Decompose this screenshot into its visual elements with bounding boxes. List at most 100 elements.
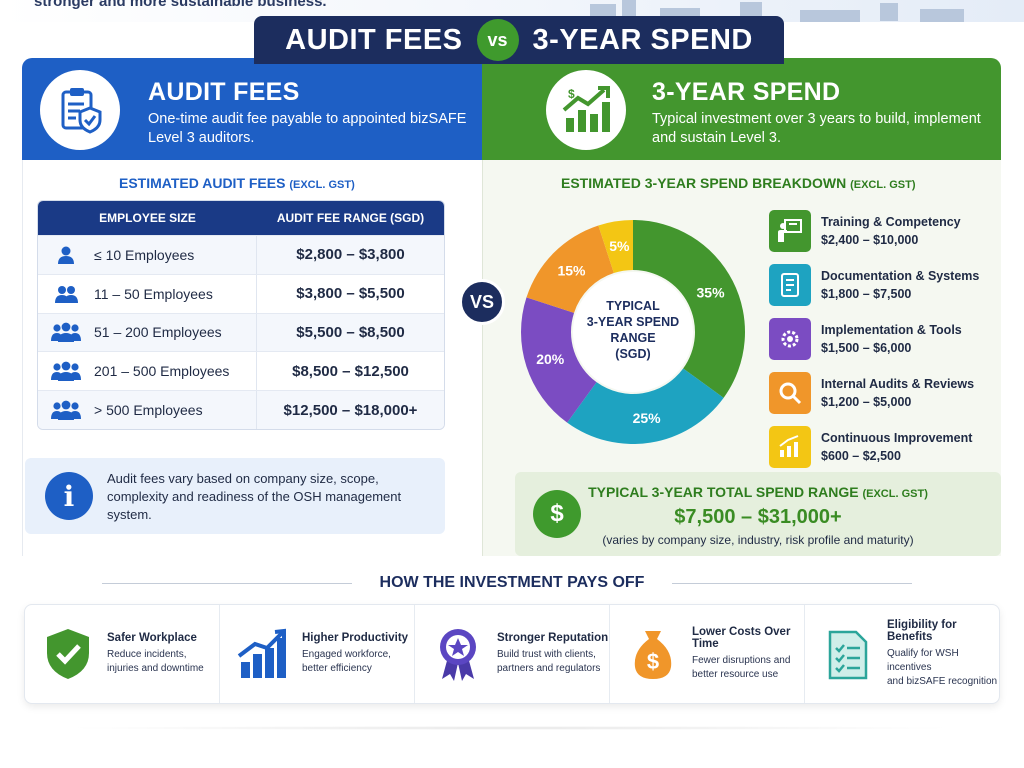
- audit-fees-panel: ESTIMATED AUDIT FEES (EXCL. GST) EMPLOYE…: [22, 160, 482, 556]
- total-spend-excl: (EXCL. GST): [862, 488, 928, 500]
- payoff-item-desc-line: partners and regulators: [497, 663, 601, 674]
- donut-slice: [521, 297, 597, 423]
- employee-size-cell: ≤ 10 Employees: [38, 236, 257, 274]
- payoff-item-desc: Engaged workforce, better efficiency: [302, 648, 408, 676]
- employee-size-text: ≤ 10 Employees: [94, 246, 195, 263]
- spend-section-excl: (EXCL. GST): [850, 179, 916, 191]
- payoff-item-desc-line: and bizSAFE recognition: [887, 676, 998, 687]
- audit-fees-heading: AUDIT FEES: [148, 78, 300, 106]
- column-header-fee-range: AUDIT FEE RANGE (SGD): [276, 211, 425, 225]
- donut-slice-label: 25%: [633, 410, 662, 426]
- legend-category: Documentation & Systems: [821, 269, 980, 283]
- magnifier-icon: [769, 372, 811, 414]
- legend-text: Training & Competency $2,400 – $10,000: [821, 213, 961, 249]
- payoff-item-desc-line: Build trust with clients,: [497, 649, 596, 660]
- legend-text: Implementation & Tools $1,500 – $6,000: [821, 321, 962, 357]
- payoff-text: Lower Costs Over Time Fewer disruptions a…: [692, 626, 804, 682]
- skyline-building: [920, 9, 964, 22]
- person-icon: [38, 245, 94, 265]
- donut-slice-label: 35%: [697, 285, 726, 301]
- payoff-item-title: Eligibility for Benefits: [887, 619, 957, 643]
- svg-text:$: $: [647, 649, 659, 674]
- fee-range-cell: $3,800 – $5,500: [296, 285, 405, 303]
- skyline-building: [880, 3, 898, 21]
- total-spend-box: $ TYPICAL 3-YEAR TOTAL SPEND RANGE (EXCL…: [515, 472, 1001, 556]
- legend-category: Training & Competency: [821, 215, 961, 229]
- fee-range-cell: $12,500 – $18,000+: [283, 401, 418, 419]
- payoff-item-desc-line: better efficiency: [302, 663, 372, 674]
- payoff-item-desc-line: better resource use: [692, 669, 779, 680]
- shield-check-icon: [41, 627, 95, 681]
- payoff-item: Higher Productivity Engaged workforce, bet…: [220, 605, 415, 703]
- donut-slice: [633, 220, 745, 398]
- payoff-item-desc-line: Fewer disruptions and: [692, 655, 791, 666]
- title-right: 3-YEAR SPEND: [532, 23, 753, 56]
- spend-heading: 3-YEAR SPEND: [652, 78, 841, 106]
- spend-donut-chart: 35% 25% 20% 15% 5% TYPICAL 3-YEAR SPEND RANGE (S…: [521, 220, 745, 444]
- info-icon: i: [45, 472, 93, 520]
- donut-center: [573, 272, 693, 392]
- total-spend-title-text: TYPICAL 3-YEAR TOTAL SPEND RANGE: [588, 484, 859, 500]
- legend-text: Internal Audits & Reviews $1,200 – $5,000: [821, 375, 974, 411]
- money-bag-icon: $: [533, 490, 581, 538]
- legend-range: $1,500 – $6,000: [821, 341, 912, 355]
- group-icon: [38, 399, 94, 421]
- legend-category: Continuous Improvement: [821, 431, 973, 445]
- svg-text:$: $: [568, 87, 575, 101]
- divider-line: [672, 583, 912, 584]
- donut-slice-label: 20%: [536, 351, 565, 367]
- comparison-title-bar: AUDIT FEES vs 3-YEAR SPEND: [254, 16, 784, 64]
- three-year-spend-header: $ 3-YEAR SPEND Typical investment over 3…: [482, 58, 1001, 160]
- group-icon: [38, 360, 94, 382]
- employee-size-cell: 51 – 200 Employees: [38, 313, 257, 352]
- money-bag-icon: $: [626, 627, 680, 681]
- legend-item: Training & Competency $2,400 – $10,000: [769, 204, 989, 258]
- document-icon: [769, 264, 811, 306]
- employee-size-cell: 201 – 500 Employees: [38, 352, 257, 391]
- payoff-text: Stronger Reputation Build trust with clie…: [497, 632, 608, 676]
- legend-range: $1,800 – $7,500: [821, 287, 912, 301]
- payoff-item-title: Lower Costs Over Time: [692, 626, 791, 650]
- total-spend-value: $7,500 – $31,000+: [674, 506, 842, 528]
- table-row: > 500 Employees $12,500 – $18,000+: [38, 390, 444, 429]
- legend-item: Implementation & Tools $1,500 – $6,000: [769, 312, 989, 366]
- employee-size-text: 11 – 50 Employees: [94, 285, 213, 302]
- total-spend-note: (varies by company size, industry, risk …: [602, 533, 914, 547]
- legend-category: Implementation & Tools: [821, 323, 962, 337]
- table-row: ≤ 10 Employees $2,800 – $3,800: [38, 235, 444, 274]
- payoff-item-desc-line: injuries and downtime: [107, 663, 204, 674]
- legend-range: $1,200 – $5,000: [821, 395, 912, 409]
- table-header: EMPLOYEE SIZE AUDIT FEE RANGE (SGD): [38, 201, 444, 235]
- legend-range: $2,400 – $10,000: [821, 233, 919, 247]
- employee-size-cell: > 500 Employees: [38, 391, 257, 429]
- payoff-item-title: Higher Productivity: [302, 632, 409, 644]
- payoff-item: Stronger Reputation Build trust with clie…: [415, 605, 610, 703]
- audit-fees-description: One-time audit fee payable to appointed …: [148, 111, 467, 146]
- employee-size-cell: 11 – 50 Employees: [38, 274, 257, 313]
- spend-panel: ESTIMATED 3-YEAR SPEND BREAKDOWN (EXCL. …: [482, 160, 1001, 556]
- column-header-employee-size: EMPLOYEE SIZE: [99, 211, 196, 225]
- vs-badge: VS: [459, 279, 505, 325]
- payoff-item: $ Lower Costs Over Time Fewer disruptions …: [610, 605, 805, 703]
- payoff-item-title: Safer Workplace: [107, 632, 197, 644]
- audit-note-text: Audit fees vary based on company size, s…: [107, 471, 402, 522]
- legend-text: Continuous Improvement $600 – $2,500: [821, 429, 972, 465]
- fee-range-cell: $2,800 – $3,800: [296, 246, 405, 264]
- total-spend-title: TYPICAL 3-YEAR TOTAL SPEND RANGE (EXCL. …: [515, 484, 1001, 500]
- checklist-icon: [821, 627, 875, 681]
- donut-center-label: (SGD): [615, 347, 650, 361]
- donut-center-label: RANGE: [610, 331, 655, 345]
- audit-section-excl: (EXCL. GST): [289, 179, 355, 191]
- divider-line: [102, 583, 352, 584]
- donut-slice-label: 15%: [557, 262, 586, 278]
- payoff-text: Higher Productivity Engaged workforce, bet…: [302, 632, 408, 676]
- employee-size-text: 201 – 500 Employees: [94, 363, 230, 380]
- legend-item: Internal Audits & Reviews $1,200 – $5,000: [769, 366, 989, 420]
- growth-chart-icon: $: [546, 70, 626, 150]
- top-banner-text: stronger and more sustainable business.: [34, 0, 327, 10]
- skyline-building: [800, 10, 860, 22]
- group-icon: [38, 321, 94, 343]
- audit-fees-header: AUDIT FEES One-time audit fee payable to…: [22, 58, 482, 160]
- spend-section-title: ESTIMATED 3-YEAR SPEND BREAKDOWN (EXCL. …: [561, 175, 915, 191]
- audit-fee-table: EMPLOYEE SIZE AUDIT FEE RANGE (SGD) ≤ 10…: [37, 200, 445, 430]
